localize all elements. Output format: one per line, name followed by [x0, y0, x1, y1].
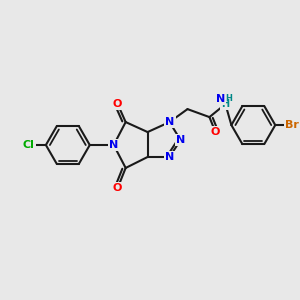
Text: O: O — [211, 127, 220, 137]
Text: O: O — [113, 183, 122, 193]
Text: N: N — [165, 152, 174, 162]
Text: Cl: Cl — [23, 140, 35, 150]
Text: H: H — [221, 99, 230, 109]
Text: N: N — [165, 117, 174, 127]
Text: O: O — [113, 99, 122, 109]
Text: N: N — [176, 135, 185, 145]
Text: N: N — [216, 94, 225, 104]
Text: H: H — [225, 94, 232, 103]
Text: N: N — [109, 140, 118, 150]
Text: Br: Br — [285, 120, 299, 130]
